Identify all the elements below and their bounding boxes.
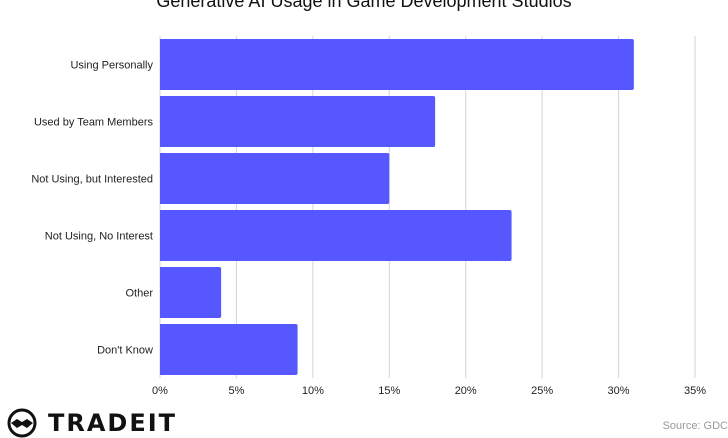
category-label: Don't Know	[97, 345, 153, 357]
category-label: Not Using, No Interest	[45, 231, 153, 243]
bar	[160, 210, 512, 261]
brand-name: TRADEIT	[48, 409, 178, 437]
x-tick-label: 0%	[152, 385, 168, 397]
source-note: Source: GDC	[662, 420, 728, 432]
category-label: Other	[125, 288, 153, 300]
x-tick-label: 5%	[228, 385, 244, 397]
x-tick-label: 10%	[302, 385, 324, 397]
bars	[160, 39, 634, 375]
brand-logo: TRADEIT	[2, 408, 177, 438]
category-label: Using Personally	[70, 60, 153, 72]
x-tick-label: 20%	[455, 385, 477, 397]
x-tick-label: 30%	[608, 385, 630, 397]
grid-lines	[159, 36, 696, 378]
x-tick-label: 25%	[531, 385, 553, 397]
chart-title: Generative AI Usage in Game Development …	[156, 0, 572, 11]
x-tick-label: 35%	[684, 385, 706, 397]
handshake-icon	[7, 408, 37, 438]
bar	[160, 267, 222, 318]
bar	[160, 39, 634, 90]
bar	[160, 324, 298, 375]
category-label: Used by Team Members	[34, 117, 154, 129]
x-tick-label: 15%	[378, 385, 400, 397]
bar-chart: Using Personally Used by Team Members Not …	[31, 36, 706, 397]
category-label: Not Using, but Interested	[31, 174, 153, 186]
bar	[160, 96, 436, 147]
category-labels: Using Personally Used by Team Members Not …	[31, 60, 153, 357]
bar	[160, 153, 390, 204]
x-tick-labels: 0% 5% 10% 15% 20% 25% 30% 35%	[152, 385, 706, 397]
